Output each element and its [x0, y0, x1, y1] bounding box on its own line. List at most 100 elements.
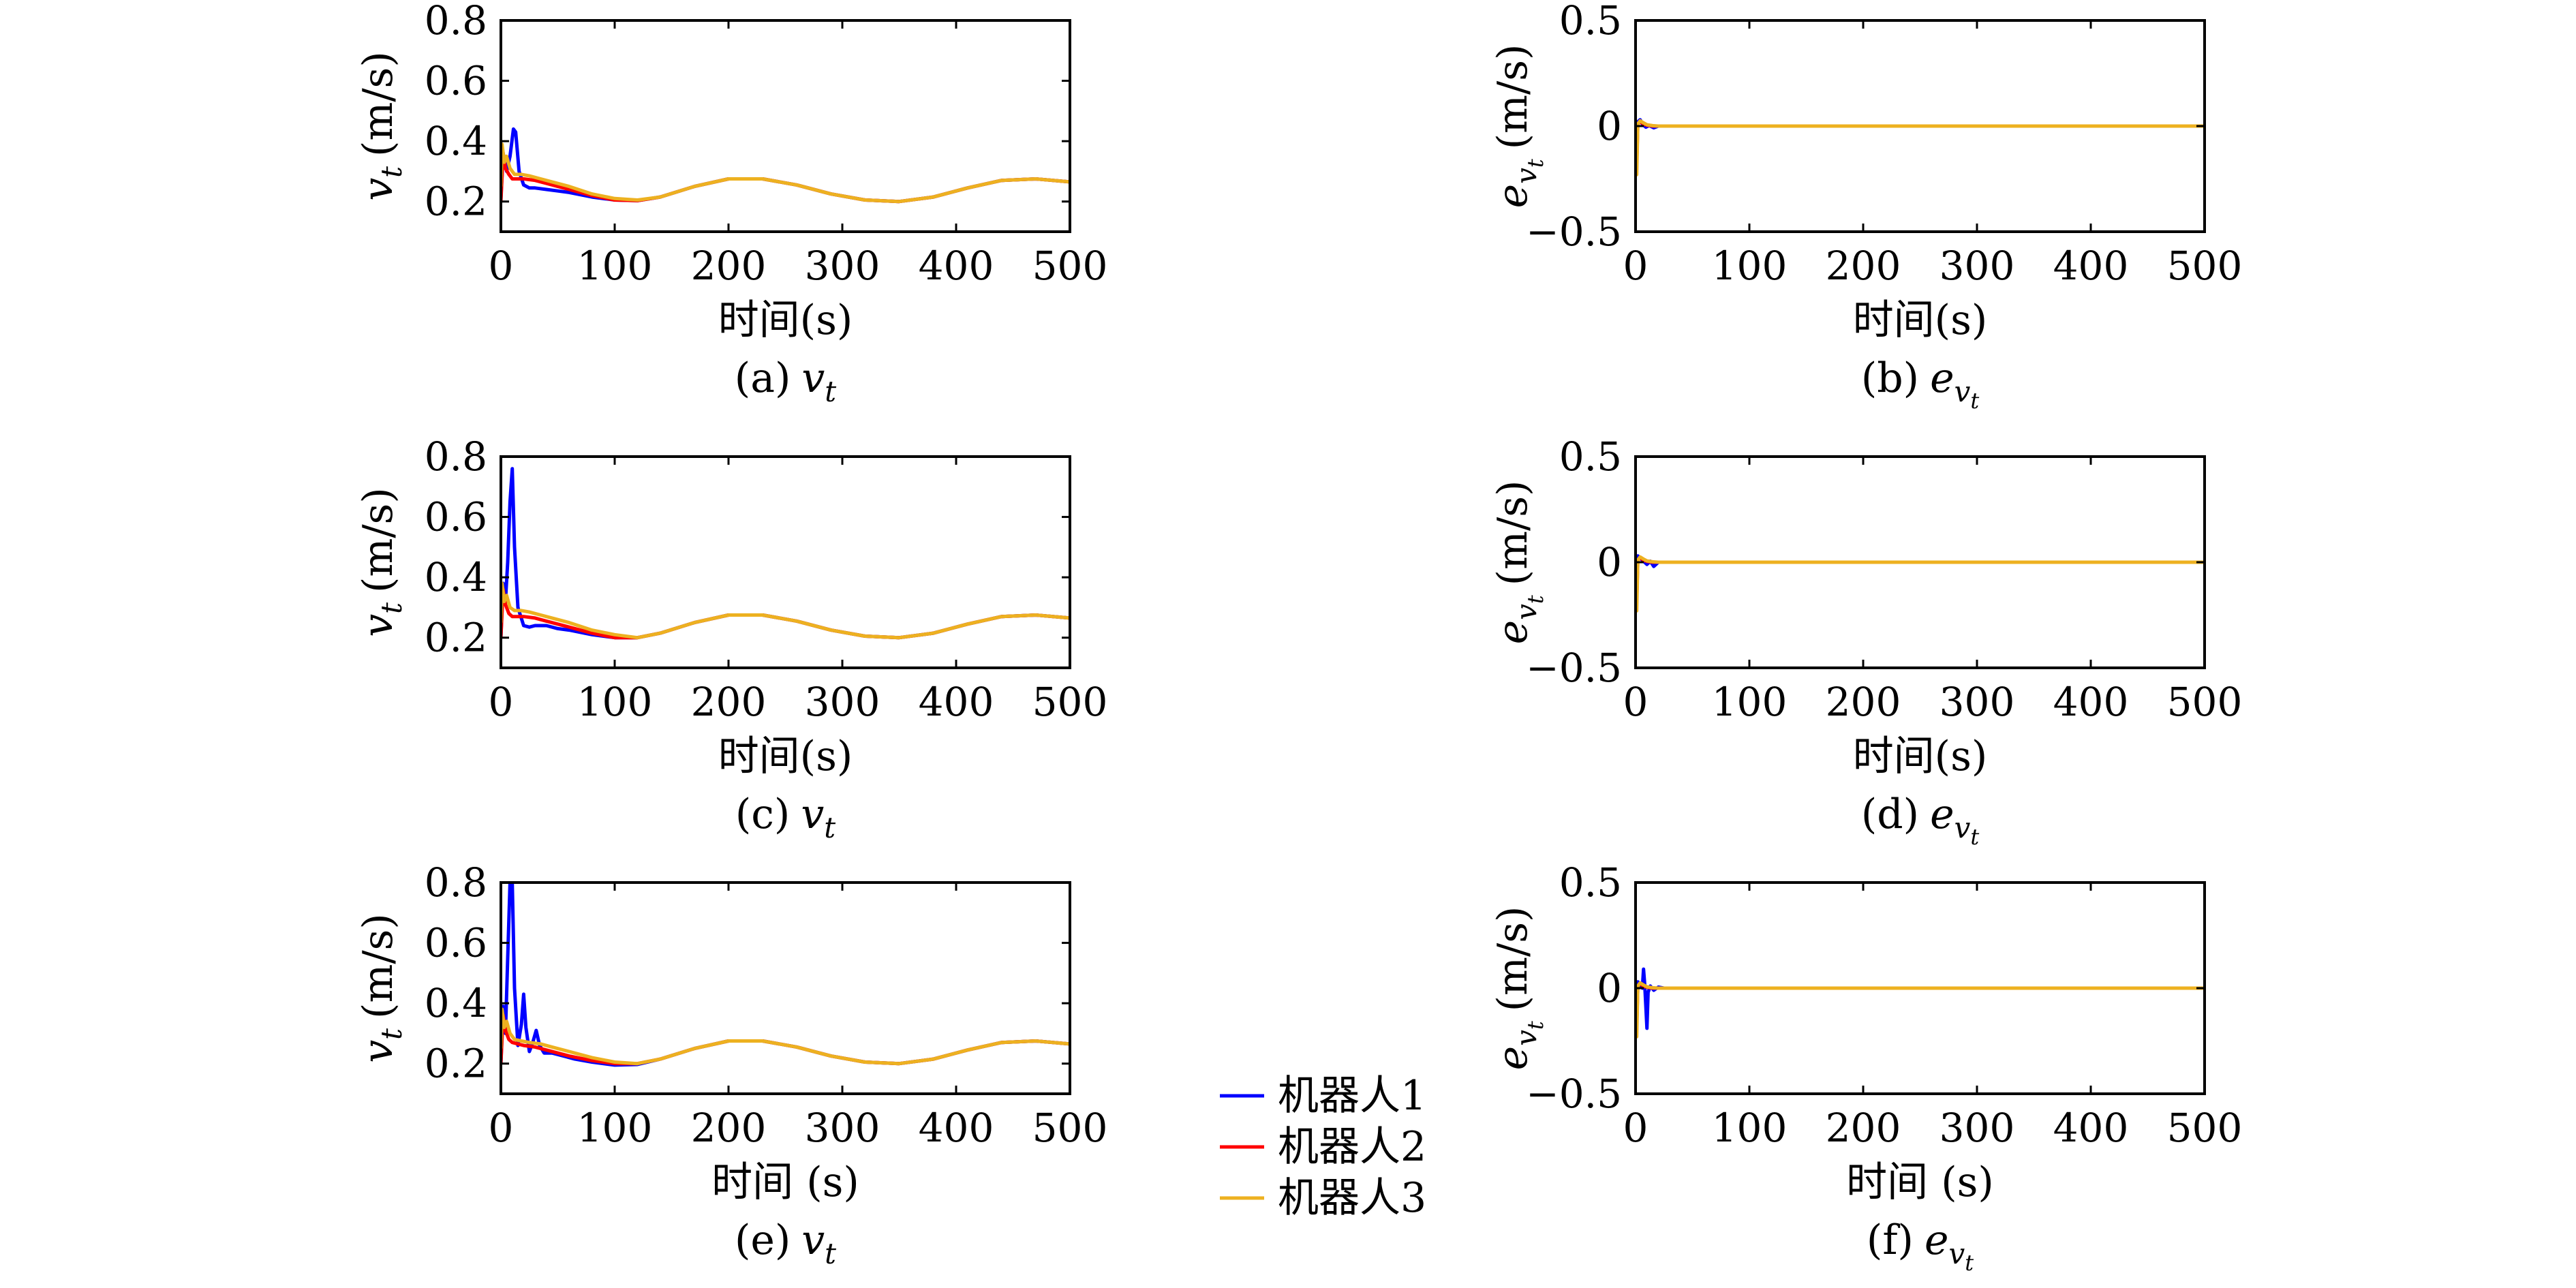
panel-caption: (f) evt	[1867, 1216, 1974, 1276]
x-tick-label: 300	[805, 243, 880, 289]
caption-prefix: (f)	[1867, 1216, 1914, 1264]
x-tick-label: 400	[2053, 1105, 2129, 1151]
series-line-2	[501, 587, 1070, 640]
y-label-subsub: t	[1522, 595, 1548, 604]
y-tick-label: −0.5	[1526, 1071, 1622, 1117]
legend-item-1: 机器人1	[1220, 1072, 1426, 1120]
y-tick-label: 0.8	[425, 859, 487, 906]
x-tick-label: 300	[1939, 243, 2015, 289]
x-tick-label: 100	[1712, 243, 1788, 289]
panel-d: 0 100 200 300 400 500−0.500.5时间(s)evt(m/s)(d)…	[1489, 433, 2242, 850]
x-axis-label: 时间(s)	[1853, 296, 1988, 344]
y-axis-label: vt (m/s)	[354, 913, 408, 1063]
y-label-symbol: v	[354, 614, 402, 637]
caption-symbol: v	[801, 354, 825, 402]
caption-prefix: (d)	[1861, 791, 1919, 838]
y-label-sub: v	[1509, 1030, 1543, 1046]
x-tick-label: 0	[489, 1105, 514, 1151]
panel-caption: (b) evt	[1861, 354, 1979, 414]
x-tick-label: 500	[2167, 243, 2243, 289]
panel-caption: (a) vt	[735, 354, 837, 408]
y-label-unit: (m/s)	[354, 913, 402, 1019]
caption-symbol: e	[1925, 1216, 1949, 1264]
panel-a: 0 100 200 300 400 5000.20.40.60.8时间(s)vt(m/s)…	[354, 0, 1107, 408]
caption-sub: v	[1954, 375, 1971, 408]
panel-caption: (e) vt	[735, 1216, 836, 1270]
series-line-3	[501, 581, 1070, 640]
caption-sub: v	[1948, 1237, 1965, 1270]
y-tick-label: 0.6	[425, 920, 487, 966]
x-tick-label: 100	[1712, 679, 1788, 725]
x-tick-label: 100	[577, 243, 653, 289]
caption-subsub: t	[1970, 824, 1979, 850]
series-line-3	[1636, 555, 2205, 613]
x-axis-label: 时间(s)	[718, 296, 853, 344]
y-axis-label: vt (m/s)	[354, 487, 408, 637]
series-line-1	[501, 467, 1070, 640]
y-tick-label: 0.2	[425, 179, 487, 225]
x-tick-label: 300	[805, 1105, 880, 1151]
legend-item-3: 机器人3	[1220, 1174, 1426, 1222]
x-tick-label: 500	[1032, 679, 1108, 725]
x-tick-label: 0	[1623, 679, 1649, 725]
y-label-symbol: v	[354, 1040, 402, 1063]
x-tick-label: 0	[489, 679, 514, 725]
caption-prefix: (e)	[735, 1216, 791, 1264]
plot-frame	[500, 881, 1071, 1095]
y-tick-label: 0.8	[425, 433, 487, 480]
y-label-unit: (m/s)	[354, 487, 402, 593]
caption-prefix: (a)	[735, 354, 791, 402]
caption-symbol: v	[801, 1216, 825, 1264]
x-tick-label: 100	[1712, 1105, 1788, 1151]
series-line-2	[501, 151, 1070, 204]
x-tick-label: 100	[577, 1105, 653, 1151]
series-line-3	[1636, 119, 2205, 177]
x-tick-label: 300	[1939, 1105, 2015, 1151]
y-tick-label: 0.4	[425, 118, 487, 164]
x-axis-label: 时间 (s)	[711, 1159, 859, 1206]
y-tick-label: 0.5	[1559, 859, 1622, 906]
x-axis-label: 时间(s)	[1853, 733, 1988, 780]
legend-label: 机器人1	[1278, 1072, 1426, 1120]
y-tick-label: 0.4	[425, 554, 487, 600]
x-tick-label: 400	[919, 1105, 994, 1151]
y-label-sub: v	[1509, 168, 1543, 184]
x-tick-label: 500	[1032, 1105, 1108, 1151]
x-tick-label: 400	[2053, 243, 2129, 289]
y-label-unit: (m/s)	[1489, 44, 1537, 150]
y-label-symbol: e	[1489, 620, 1537, 645]
y-tick-label: −0.5	[1526, 645, 1622, 691]
y-tick-label: 0.5	[1559, 0, 1622, 44]
y-label-sub: t	[375, 602, 408, 614]
x-tick-label: 300	[805, 679, 880, 725]
x-tick-label: 200	[691, 243, 767, 289]
caption-symbol: e	[1930, 354, 1954, 402]
y-axis-label: evt (m/s)	[1489, 480, 1548, 645]
x-tick-label: 200	[1826, 1105, 1901, 1151]
panel-caption: (d) evt	[1861, 791, 1979, 850]
y-label-sub: t	[375, 166, 408, 178]
x-tick-label: 0	[1623, 1105, 1649, 1151]
y-axis-label: evt (m/s)	[1489, 906, 1548, 1071]
y-tick-label: 0.6	[425, 494, 487, 540]
y-axis-label: vt (m/s)	[354, 51, 408, 201]
y-tick-label: 0.6	[425, 58, 487, 104]
x-tick-label: 0	[489, 243, 514, 289]
y-label-symbol: v	[354, 178, 402, 201]
caption-symbol: v	[801, 791, 824, 838]
caption-subsub: t	[1970, 388, 1979, 414]
y-axis-label: evt (m/s)	[1489, 44, 1548, 209]
x-tick-label: 500	[2167, 1105, 2243, 1151]
caption-sub: t	[824, 811, 835, 844]
y-label-sub: t	[375, 1028, 408, 1040]
series-line-1	[1636, 967, 2205, 1030]
caption-sub: t	[825, 375, 836, 408]
panels: 0 100 200 300 400 5000.20.40.60.8时间(s)vt(m/s)…	[354, 0, 2242, 1276]
panel-f: 0 100 200 300 400 500−0.500.5时间 (s)evt(m/s)(f…	[1489, 859, 2242, 1276]
legend-item-2: 机器人2	[1220, 1123, 1426, 1171]
caption-subsub: t	[1965, 1250, 1974, 1276]
x-tick-label: 100	[577, 679, 653, 725]
